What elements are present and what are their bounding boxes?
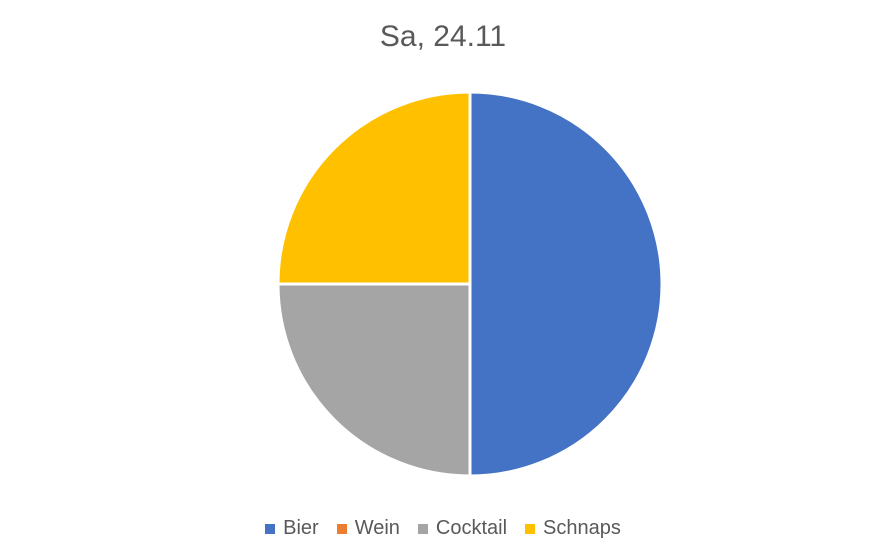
legend-swatch bbox=[265, 523, 276, 534]
legend-label: Wein bbox=[354, 517, 400, 539]
pie-slice-cocktail bbox=[276, 282, 472, 478]
legend-label: Bier bbox=[283, 517, 319, 539]
legend-label: Schnaps bbox=[543, 517, 621, 539]
chart-title: Sa, 24.11 bbox=[379, 20, 507, 53]
legend: Bier Wein Cocktail Schnaps bbox=[0, 517, 886, 540]
legend-swatch bbox=[417, 523, 428, 534]
legend-item-schnaps: Schnaps bbox=[525, 517, 621, 540]
legend-label: Cocktail bbox=[435, 517, 508, 539]
pie-slice-bier bbox=[468, 90, 664, 478]
legend-item-cocktail: Cocktail bbox=[417, 517, 508, 540]
legend-swatch bbox=[336, 523, 347, 534]
legend-swatch bbox=[525, 523, 536, 534]
legend-item-bier: Bier bbox=[265, 517, 319, 540]
legend-item-wein: Wein bbox=[336, 517, 400, 540]
pie-slice-schnaps bbox=[276, 90, 472, 286]
